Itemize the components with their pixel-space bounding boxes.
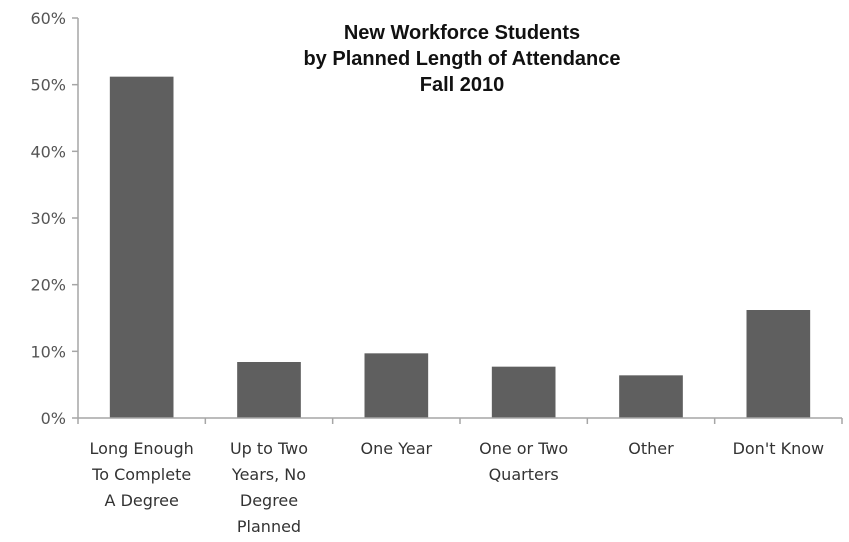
y-tick-label: 10% <box>30 342 66 361</box>
y-tick-label: 50% <box>30 76 66 95</box>
y-tick-label: 0% <box>41 409 66 428</box>
bar <box>237 362 301 418</box>
bar <box>746 310 811 418</box>
x-tick-label-line: To Complete <box>91 465 191 484</box>
bar <box>109 76 174 419</box>
chart-title-line-2: by Planned Length of Attendance <box>303 48 621 70</box>
x-axis: Long Enough To Complete A Degree Up to Two Y… <box>77 417 843 536</box>
y-tick-label: 20% <box>30 276 66 295</box>
x-tick-label-line: One or Two <box>479 439 568 458</box>
bars <box>109 76 811 419</box>
x-tick-label: Long Enough To Complete A Degree <box>90 439 194 510</box>
x-tick-label-line: Don't Know <box>733 439 825 458</box>
x-tick-label-line: Up to Two <box>230 439 308 458</box>
x-tick-label-line: A Degree <box>105 491 179 510</box>
y-tick-label: 30% <box>30 209 66 228</box>
x-tick-label-line: One Year <box>361 439 433 458</box>
x-tick-label-line: Other <box>628 439 674 458</box>
x-tick-label: Up to Two Years, No Degree Planned <box>230 439 308 536</box>
x-tick-label: Other <box>628 439 674 458</box>
x-tick-label-line: Quarters <box>489 465 559 484</box>
bar <box>619 375 683 418</box>
chart-title-line-1: New Workforce Students <box>343 22 581 44</box>
x-tick-label-line: Long Enough <box>90 439 194 458</box>
bar <box>491 366 556 418</box>
x-tick-label: Don't Know <box>733 439 825 458</box>
y-tick-label: 60% <box>30 9 66 28</box>
y-axis: 0% 10% 20% 30% 40% 50% 60% <box>30 9 79 428</box>
chart-title: New Workforce Students by Planned Length… <box>262 20 662 98</box>
x-tick-label-line: Planned <box>237 517 301 536</box>
x-tick-label: One Year <box>361 439 433 458</box>
x-tick-label-line: Years, No <box>231 465 306 484</box>
x-tick-label-line: Degree <box>240 491 298 510</box>
y-tick-label: 40% <box>30 142 66 161</box>
x-tick-label: One or Two Quarters <box>479 439 568 484</box>
bar <box>364 353 429 418</box>
chart-title-line-3: Fall 2010 <box>419 74 505 96</box>
